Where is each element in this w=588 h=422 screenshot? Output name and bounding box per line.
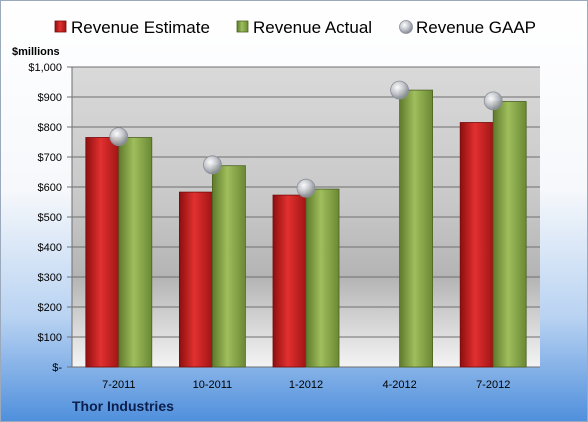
- bar-revenue-actual: [492, 101, 527, 368]
- legend-swatch-actual: [236, 20, 249, 33]
- y-tick-label: $300: [38, 272, 62, 284]
- x-tick-label: 10-2011: [193, 379, 233, 391]
- y-tick-label: $400: [38, 242, 62, 254]
- legend-label: Revenue Actual: [253, 18, 372, 37]
- bar-revenue-estimate: [272, 194, 307, 368]
- marker-revenue-gaap: [390, 80, 410, 100]
- legend-label: Revenue GAAP: [416, 18, 536, 37]
- y-tick-label: $100: [38, 332, 62, 344]
- y-tick-label: $500: [38, 212, 62, 224]
- marker-revenue-gaap: [296, 178, 316, 198]
- y-tick-label: $-: [52, 362, 62, 374]
- bar-revenue-actual: [211, 165, 246, 368]
- legend-swatch-gaap: [399, 20, 413, 34]
- y-axis-unit-label: $millions: [12, 46, 60, 58]
- x-tick-label: 7-2012: [476, 379, 510, 391]
- gaap-markers: [109, 80, 503, 198]
- marker-revenue-gaap: [109, 127, 129, 147]
- y-tick-label: $200: [38, 302, 62, 314]
- x-tick-label: 7-2011: [102, 379, 135, 391]
- marker-revenue-gaap: [202, 155, 222, 175]
- bar-revenue-actual: [399, 89, 434, 368]
- x-axis-ticks: 7-2011 10-2011 1-2012 4-2012 7-2012: [102, 379, 510, 391]
- legend-swatch-estimate: [54, 20, 67, 33]
- bar-revenue-estimate: [178, 191, 213, 368]
- y-tick-label: $700: [38, 152, 62, 164]
- y-tick-label: $800: [38, 122, 62, 134]
- bar-revenue-actual: [118, 137, 153, 368]
- y-axis-ticks: $- $100 $200 $300 $400 $500 $600 $700 $800 $900 $1…: [28, 62, 72, 374]
- x-tick-label: 1-2012: [289, 379, 323, 391]
- bar-revenue-estimate: [459, 122, 494, 368]
- y-tick-label: $900: [38, 92, 62, 104]
- marker-revenue-gaap: [483, 91, 503, 111]
- legend: Revenue Estimate Revenue Actual Revenue GA…: [54, 18, 536, 37]
- y-tick-label: $600: [38, 182, 62, 194]
- bar-revenue-actual: [305, 188, 340, 368]
- legend-label: Revenue Estimate: [71, 18, 210, 37]
- y-tick-label: $1,000: [28, 62, 62, 74]
- bars: [85, 89, 527, 368]
- x-tick-label: 4-2012: [382, 379, 416, 391]
- bar-revenue-estimate: [85, 137, 120, 368]
- chart-title: Thor Industries: [72, 398, 174, 414]
